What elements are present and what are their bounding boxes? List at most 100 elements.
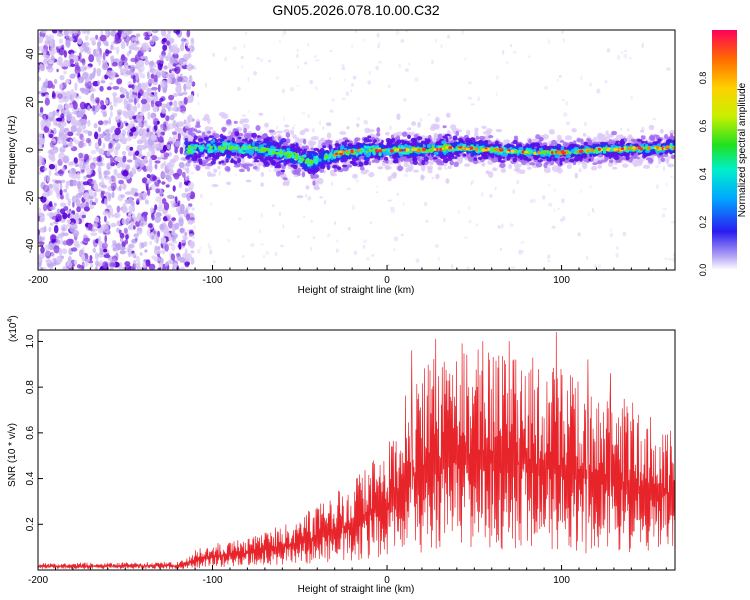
noise-blob [80, 118, 87, 125]
noise-blob [101, 242, 108, 249]
noise-blob [132, 75, 137, 84]
noise-blob [85, 201, 89, 208]
noise-blob [59, 182, 63, 191]
spectral-blob [536, 142, 541, 149]
noise-blob [39, 36, 44, 40]
spectral-blob [432, 157, 438, 160]
noise-speckle [232, 46, 237, 50]
noise-blob [102, 261, 108, 269]
noise-speckle [472, 179, 475, 184]
spectral-blob [549, 145, 555, 149]
noise-blob [137, 260, 141, 269]
noise-speckle [667, 257, 672, 261]
noise-blob [82, 262, 89, 267]
noise-blob [160, 237, 167, 244]
noise-blob [63, 188, 68, 193]
noise-speckle [589, 185, 592, 188]
noise-blob [153, 235, 160, 243]
noise-speckle [672, 256, 675, 262]
noise-speckle [282, 224, 285, 229]
noise-blob [177, 121, 185, 127]
noise-speckle [655, 183, 659, 189]
noise-blob [133, 97, 137, 106]
noise-blob [140, 144, 146, 150]
spectral-blob [368, 129, 375, 133]
spectral-blob [406, 127, 412, 131]
spectral-blob [195, 130, 202, 134]
noise-blob [81, 253, 86, 262]
noise-blob [97, 120, 104, 126]
noise-speckle [499, 247, 502, 251]
noise-blob [96, 105, 100, 112]
noise-speckle [496, 75, 499, 80]
spectral-blob [510, 144, 515, 148]
spectral-blob [197, 137, 204, 142]
noise-blob [189, 242, 195, 249]
noise-blob [62, 240, 68, 246]
noise-blob [131, 167, 136, 175]
noise-speckle [553, 208, 556, 212]
noise-blob [140, 242, 145, 249]
spectral-blob [473, 157, 478, 161]
spectral-blob [434, 116, 440, 123]
noise-blob [57, 136, 60, 142]
noise-blob [128, 196, 133, 204]
noise-blob [153, 256, 161, 262]
noise-blob [41, 161, 45, 166]
spectral-blob [397, 165, 403, 172]
noise-blob [110, 125, 116, 131]
spectral-blob [437, 166, 443, 171]
noise-blob [128, 98, 135, 103]
noise-speckle [586, 255, 589, 260]
noise-blob [71, 247, 78, 252]
spectral-blob [226, 167, 230, 172]
noise-speckle [370, 254, 375, 257]
noise-speckle [259, 58, 264, 63]
noise-blob [150, 112, 157, 119]
noise-speckle [641, 43, 644, 48]
noise-blob [119, 94, 125, 99]
noise-blob [150, 99, 154, 108]
noise-blob [95, 260, 100, 267]
noise-speckle [425, 219, 429, 223]
noise-blob [79, 58, 86, 63]
noise-blob [178, 58, 184, 65]
noise-speckle [213, 260, 216, 264]
noise-blob [104, 198, 108, 206]
spectral-blob [377, 166, 383, 170]
noise-blob [125, 234, 129, 240]
noise-speckle [204, 82, 208, 88]
spectral-blob [221, 154, 225, 157]
noise-speckle [664, 257, 668, 261]
noise-blob [146, 164, 153, 171]
noise-blob [90, 149, 97, 155]
noise-blob [80, 48, 84, 53]
noise-blob [70, 63, 76, 67]
spectral-blob [559, 157, 566, 162]
spectral-blob [660, 157, 665, 163]
spectral-blob [313, 147, 320, 151]
spectral-blob [220, 160, 225, 164]
noise-blob [177, 132, 181, 141]
spectral-blob [659, 128, 664, 134]
noise-blob [133, 44, 137, 50]
noise-blob [113, 168, 118, 176]
noise-blob [109, 262, 116, 268]
noise-blob [171, 230, 175, 240]
spectral-blob [268, 129, 275, 133]
noise-speckle [265, 250, 269, 256]
noise-blob [97, 252, 105, 258]
spectral-blob [411, 121, 417, 126]
noise-speckle [315, 59, 320, 62]
noise-speckle [207, 242, 210, 247]
noise-speckle [387, 84, 391, 89]
spectral-blob [466, 129, 471, 136]
noise-blob [92, 201, 97, 206]
noise-blob [70, 173, 78, 179]
noise-blob [83, 192, 89, 200]
spectral-blob [453, 156, 458, 159]
noise-speckle [331, 98, 335, 102]
noise-blob [55, 187, 60, 195]
spectral-blob [529, 162, 536, 166]
noise-blob [94, 216, 100, 223]
